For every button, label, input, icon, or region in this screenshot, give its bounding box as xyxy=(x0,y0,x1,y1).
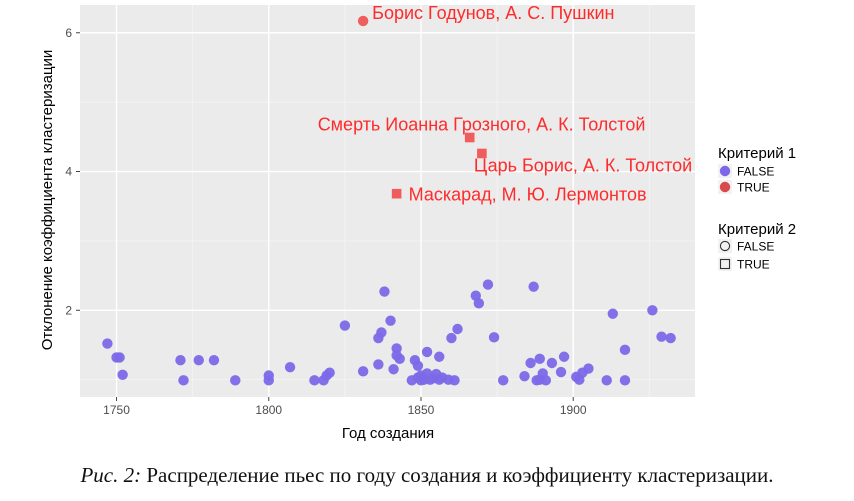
data-point-false xyxy=(263,370,274,381)
y-axis-ticks: 2 4 6 xyxy=(65,26,80,317)
data-point-false xyxy=(546,357,558,369)
grid-minor xyxy=(80,5,695,397)
y-axis-label: Отклонение коэффициента кластеризации xyxy=(39,50,56,351)
legend-key-circle-icon xyxy=(719,240,731,252)
data-point-false xyxy=(357,366,369,377)
data-point-false xyxy=(388,364,399,375)
series-true-points xyxy=(357,15,487,199)
data-point-false xyxy=(665,332,676,344)
data-point-false xyxy=(528,281,539,292)
data-point-false xyxy=(412,360,424,371)
data-point-false xyxy=(519,370,530,382)
figure-number: Рис. 2: xyxy=(80,463,142,487)
legend: Критерий 1 FALSE TRUE Критерий 2 FALSE T… xyxy=(718,145,796,272)
legend-key-c2-true-bg xyxy=(718,257,732,271)
legend-key-true-circle xyxy=(719,181,731,193)
data-point-false xyxy=(540,375,552,386)
point-annotation: Борис Годунов, А. С. Пушкин xyxy=(372,3,614,23)
data-point-false xyxy=(309,375,320,386)
point-annotation: Царь Борис, А. К. Толстой xyxy=(474,155,692,175)
x-tick-label: 1800 xyxy=(255,403,282,417)
legend-label-c1-false: FALSE xyxy=(737,165,774,179)
data-point-false xyxy=(284,361,296,373)
data-point-false xyxy=(607,308,618,319)
data-point-false xyxy=(558,351,570,362)
data-point-false xyxy=(647,305,658,316)
data-point-false xyxy=(394,353,405,365)
data-point-false xyxy=(230,375,241,386)
data-point-false xyxy=(421,346,433,358)
data-point-false xyxy=(497,375,509,386)
plot-panel xyxy=(80,5,695,397)
data-point-true xyxy=(357,15,369,27)
point-annotation: Маскарад, М. Ю. Лермонтов xyxy=(409,185,647,205)
x-axis-label: Год создания xyxy=(342,425,434,442)
data-point-false xyxy=(339,320,351,331)
legend-title-criterion2: Критерий 2 xyxy=(718,221,796,238)
legend-label-c2-false: FALSE xyxy=(737,240,774,254)
legend-title-criterion1: Критерий 1 xyxy=(718,145,796,162)
data-point-false xyxy=(117,369,128,380)
data-point-true-square xyxy=(391,188,402,199)
data-point-false xyxy=(178,375,189,386)
data-point-false xyxy=(446,332,457,344)
data-point-false xyxy=(373,359,384,370)
data-point-false xyxy=(619,375,631,386)
legend-label-c2-true: TRUE xyxy=(737,258,770,272)
data-point-false xyxy=(452,323,463,335)
data-point-false xyxy=(175,355,186,366)
data-point-false xyxy=(619,344,631,356)
point-labels: Борис Годунов, А. С. Пушкин Смерть Иоанна… xyxy=(318,3,692,205)
data-point-false xyxy=(525,357,536,369)
point-annotation: Смерть Иоанна Грозного, А. К. Толстой xyxy=(318,115,646,135)
data-point-false xyxy=(376,327,387,338)
scatter-chart: Борис Годунов, А. С. Пушкин Смерть Иоанна… xyxy=(39,3,796,442)
data-point-false xyxy=(449,375,460,386)
figure-caption-text: Распределение пьес по году создания и ко… xyxy=(141,463,774,487)
y-tick-label: 2 xyxy=(65,303,72,317)
data-point-false xyxy=(488,332,500,343)
data-point-false xyxy=(601,375,612,386)
y-tick-label: 4 xyxy=(65,165,72,179)
data-point-false xyxy=(583,363,594,374)
x-axis-ticks: 1750 1800 1850 1900 xyxy=(103,397,587,417)
x-tick-label: 1750 xyxy=(103,403,130,417)
data-point-true-square xyxy=(464,132,475,143)
data-point-false xyxy=(102,338,113,349)
legend-label-c1-true: TRUE xyxy=(737,181,770,195)
data-point-false xyxy=(193,355,204,366)
data-point-true-square xyxy=(477,148,487,159)
figure-caption: Рис. 2: Распределение пьес по году созда… xyxy=(0,463,854,488)
grid-major xyxy=(80,5,695,397)
data-point-false xyxy=(208,355,220,366)
data-point-false xyxy=(324,367,335,378)
data-point-false xyxy=(473,298,485,309)
data-point-false xyxy=(555,366,567,378)
legend-key-false-circle xyxy=(719,165,731,177)
data-point-false xyxy=(434,351,445,362)
data-point-false xyxy=(534,353,545,365)
data-point-false xyxy=(114,352,125,363)
series-false-points xyxy=(102,279,676,386)
x-tick-label: 1900 xyxy=(560,403,587,417)
data-point-false xyxy=(656,331,667,342)
y-tick-label: 6 xyxy=(65,26,72,40)
data-point-false xyxy=(379,286,390,297)
legend-key-square-icon xyxy=(719,258,731,270)
data-point-false xyxy=(385,315,396,326)
x-tick-label: 1850 xyxy=(408,403,435,417)
data-point-false xyxy=(482,279,494,290)
